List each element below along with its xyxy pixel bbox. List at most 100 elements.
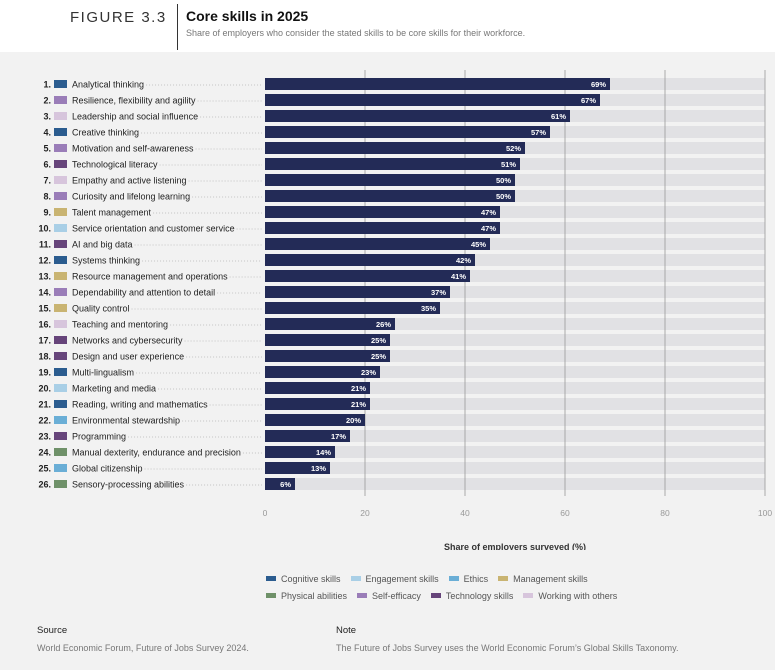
legend-label: Physical abilities: [281, 590, 348, 601]
bar: [265, 78, 610, 90]
legend-row: Cognitive skills Engagement skills Ethics M…: [266, 570, 686, 587]
bar: [265, 334, 390, 346]
rank-number: 1.: [43, 80, 51, 90]
category-label: Quality control: [72, 304, 130, 314]
rank-number: 13.: [38, 272, 51, 282]
category-swatch: [54, 192, 67, 200]
bar: [265, 174, 515, 186]
bar: [265, 238, 490, 250]
category-label: Curiosity and lifelong learning: [72, 192, 190, 202]
legend-swatch: [357, 593, 368, 598]
legend-label: Cognitive skills: [281, 573, 341, 584]
bar-track: [265, 446, 765, 458]
x-tick-label: 20: [360, 508, 370, 518]
figure-header: FIGURE 3.3 Core skills in 2025 Share of …: [0, 0, 775, 52]
category-label: Resource management and operations: [72, 272, 228, 282]
category-swatch: [54, 176, 67, 184]
category-swatch: [54, 464, 67, 472]
data-label: 50%: [496, 176, 511, 185]
category-label: Environmental stewardship: [72, 416, 180, 426]
legend-swatch: [266, 593, 276, 598]
figure-label: FIGURE 3.3: [70, 9, 167, 26]
category-swatch: [54, 400, 67, 408]
category-swatch: [54, 432, 67, 440]
data-label: 37%: [431, 288, 446, 297]
category-swatch: [54, 80, 67, 88]
data-label: 6%: [280, 480, 291, 489]
category-label: AI and big data: [72, 240, 133, 250]
source-heading: Source: [37, 625, 68, 636]
legend-item: Management skills: [498, 574, 588, 584]
bar: [265, 110, 570, 122]
rank-number: 11.: [39, 240, 51, 250]
bar: [265, 302, 440, 314]
note-text: The Future of Jobs Survey uses the World…: [336, 643, 679, 653]
rank-number: 23.: [38, 432, 51, 442]
category-label: Resilience, flexibility and agility: [72, 96, 196, 106]
note-heading: Note: [336, 625, 357, 636]
legend-item: Engagement skills: [350, 573, 439, 584]
bar: [265, 158, 520, 170]
data-label: 13%: [311, 464, 326, 473]
category-swatch: [54, 160, 67, 168]
category-label: Creative thinking: [72, 128, 139, 138]
legend-item: Physical abilities: [266, 591, 347, 601]
category-label: Programming: [72, 432, 126, 442]
data-label: 23%: [361, 368, 376, 377]
data-label: 57%: [531, 128, 546, 137]
legend-label: Engagement skills: [365, 573, 439, 584]
bar: [265, 206, 500, 218]
bar: [265, 126, 550, 138]
bar: [265, 350, 390, 362]
x-tick-label: 100: [758, 508, 772, 518]
data-label: 35%: [421, 304, 436, 313]
legend-label: Management skills: [513, 573, 588, 584]
category-swatch: [54, 304, 67, 312]
data-label: 26%: [376, 320, 391, 329]
category-swatch: [54, 336, 67, 344]
bar: [265, 446, 335, 458]
category-label: Dependability and attention to detail: [72, 288, 215, 298]
bar-track: [265, 382, 765, 394]
data-label: 47%: [481, 208, 496, 217]
legend-item: Working with others: [523, 591, 617, 601]
legend-item: Self-efficacy: [357, 591, 421, 601]
rank-number: 2.: [43, 96, 51, 106]
legend-swatch: [523, 593, 534, 598]
legend-swatch: [448, 576, 459, 581]
chart-subtitle: Share of employers who consider the stat…: [186, 28, 526, 38]
category-swatch: [54, 448, 67, 456]
legend-row: Physical abilities Self-efficacy Technolog…: [266, 587, 686, 604]
category-swatch: [54, 256, 67, 264]
category-label: Leadership and social influence: [72, 112, 198, 122]
rank-number: 6.: [43, 160, 51, 170]
data-label: 25%: [371, 352, 386, 361]
x-tick-label: 0: [263, 508, 268, 518]
bar: [265, 222, 500, 234]
rank-number: 22.: [38, 416, 51, 426]
category-swatch: [54, 288, 67, 296]
bar: [265, 398, 370, 410]
data-label: 61%: [551, 112, 566, 121]
category-swatch: [54, 208, 67, 216]
bar-track: [265, 430, 765, 442]
category-swatch: [54, 368, 67, 376]
category-swatch: [54, 272, 67, 280]
category-swatch: [54, 96, 67, 104]
bar: [265, 430, 350, 442]
rank-number: 14.: [38, 288, 51, 298]
legend-swatch: [266, 576, 276, 581]
chart-title: Core skills in 2025: [186, 8, 309, 24]
data-label: 17%: [331, 432, 346, 441]
category-swatch: [54, 416, 67, 424]
category-label: Service orientation and customer service: [72, 224, 235, 234]
legend-label: Self-efficacy: [372, 590, 421, 601]
rank-number: 10.: [38, 224, 51, 234]
category-label: Marketing and media: [72, 384, 156, 394]
category-swatch: [54, 384, 67, 392]
category-label: Manual dexterity, endurance and precisio…: [72, 448, 241, 458]
category-label: Multi-lingualism: [72, 368, 134, 378]
category-label: Systems thinking: [72, 256, 140, 266]
x-tick-label: 40: [460, 508, 470, 518]
rank-number: 3.: [43, 112, 51, 122]
